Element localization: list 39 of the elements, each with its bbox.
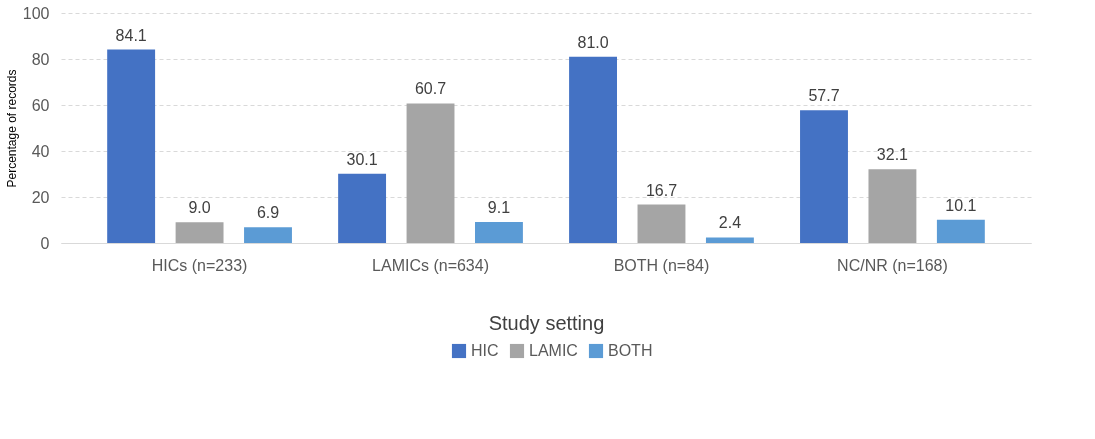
- data-label: 16.7: [645, 181, 678, 199]
- legend-label: LAMIC: [529, 342, 578, 359]
- data-label: 32.1: [876, 146, 909, 164]
- y-tick-label: 80: [31, 50, 50, 68]
- data-label: 81.0: [577, 33, 609, 51]
- data-label: 6.9: [256, 204, 280, 222]
- bar: [705, 237, 754, 243]
- bar: [107, 49, 156, 243]
- x-tick-label: NC/NR (n=168): [837, 256, 948, 274]
- y-tick-label: 0: [40, 234, 50, 252]
- data-label: 10.1: [945, 196, 977, 214]
- bar: [637, 204, 686, 243]
- bar: [800, 110, 848, 243]
- bar: [475, 222, 523, 243]
- bar: [569, 56, 617, 243]
- data-label: 84.1: [115, 26, 147, 44]
- bar: [338, 173, 387, 243]
- y-tick-label: 40: [31, 142, 50, 160]
- bar: [175, 222, 224, 243]
- data-label: 9.1: [487, 199, 511, 217]
- bar: [936, 219, 985, 243]
- bar: [244, 227, 292, 243]
- data-label: 9.0: [188, 199, 211, 217]
- x-tick-label: HICs (n=233): [151, 256, 248, 274]
- y-tick-label: 60: [31, 96, 50, 114]
- x-tick-label: BOTH (n=84): [613, 256, 710, 274]
- bar: [868, 169, 917, 243]
- x-axis-title: Study setting: [488, 311, 605, 334]
- data-label: 30.1: [346, 150, 378, 168]
- data-label: 57.7: [808, 87, 840, 105]
- y-axis-title: Percentage of records: [4, 69, 19, 188]
- y-tick-label: 100: [22, 4, 50, 22]
- x-tick-label: LAMICs (n=634): [372, 256, 489, 274]
- data-label: 2.4: [718, 214, 742, 232]
- bar: [406, 103, 455, 243]
- y-tick-label: 20: [31, 188, 50, 206]
- legend-label: HIC: [471, 342, 499, 359]
- legend-label: BOTH: [608, 342, 653, 359]
- data-label: 60.7: [414, 80, 447, 98]
